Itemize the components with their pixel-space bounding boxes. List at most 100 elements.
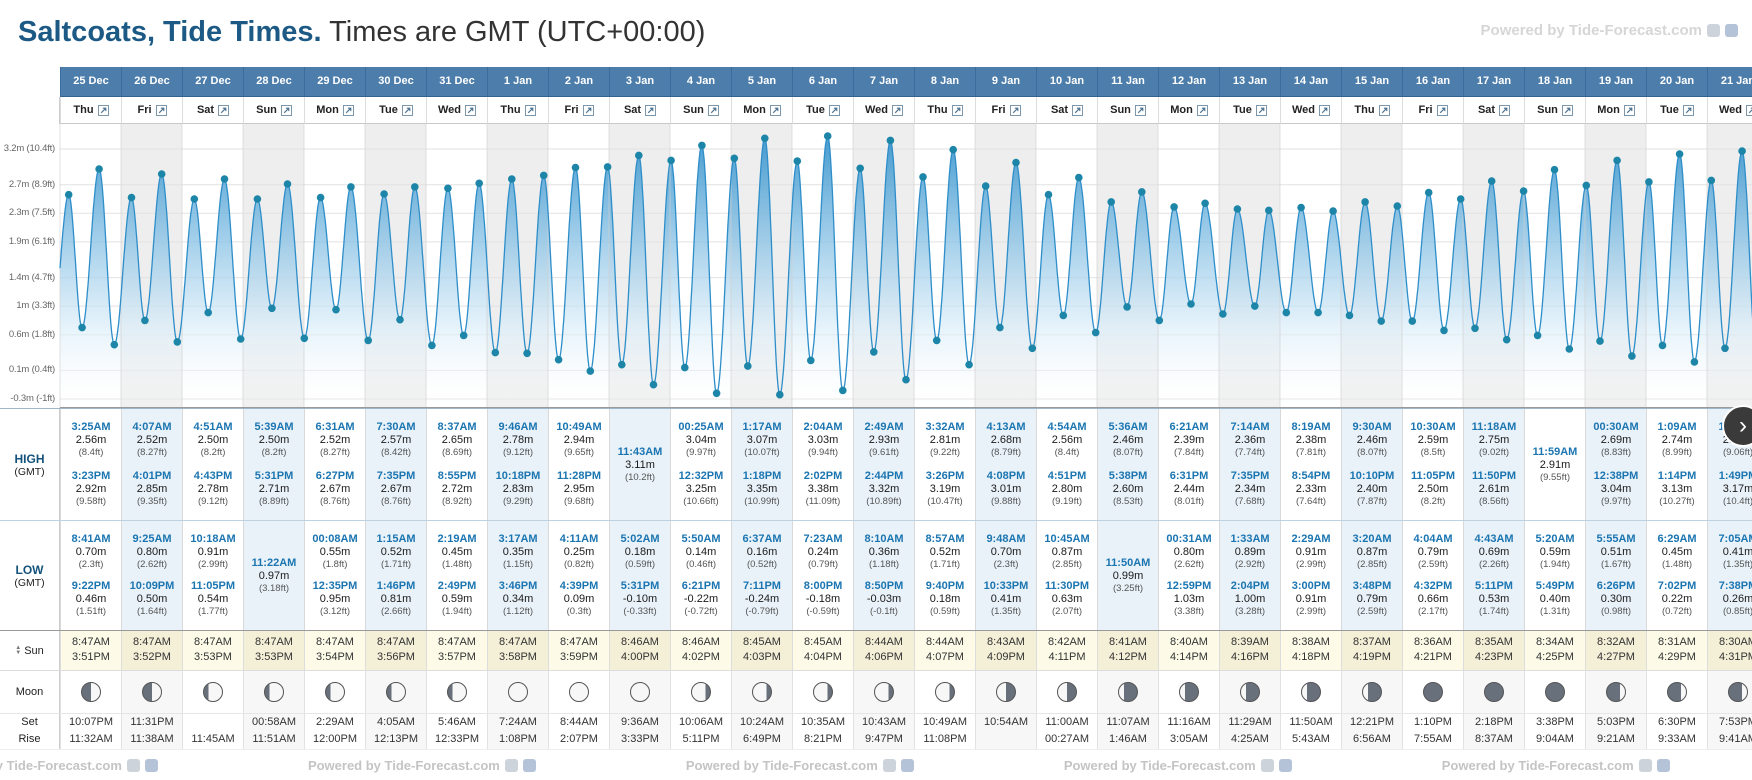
expand-day-icon[interactable]: [401, 104, 413, 116]
day-expand-cell[interactable]: Mon: [1158, 97, 1219, 124]
day-expand-cell[interactable]: Sun: [1097, 97, 1158, 124]
tide-time: 11:50AM: [1105, 556, 1151, 569]
page-title: Saltcoats, Tide Times. Times are GMT (UT…: [18, 16, 1752, 49]
sunset-time: 4:19PM: [1353, 651, 1391, 663]
day-expand-cell[interactable]: Wed: [853, 97, 914, 124]
tide-entry: 3:00PM 0.91m (2.99ft): [1281, 580, 1341, 618]
day-expand-cell[interactable]: Mon: [1585, 97, 1646, 124]
expand-day-icon[interactable]: [1378, 104, 1390, 116]
day-expand-cell[interactable]: Fri: [548, 97, 609, 124]
sun-row-toggle[interactable]: ▲ ▼ Sun: [0, 631, 60, 670]
expand-day-icon[interactable]: [892, 104, 904, 116]
tide-entry: 11:22AM 0.97m (3.18ft): [244, 557, 304, 595]
moon-phase-cell: [731, 671, 792, 713]
expand-day-icon[interactable]: [645, 104, 657, 116]
day-expand-cell[interactable]: Tue: [792, 97, 853, 124]
tide-time: 2:04AM: [803, 421, 843, 434]
expand-day-icon[interactable]: [1009, 104, 1021, 116]
low-tide-cell: 8:10AM 0.36m (1.18ft) 8:50PM -0.03m (-0.1ft): [853, 521, 914, 630]
day-expand-cell[interactable]: Sat: [1463, 97, 1524, 124]
day-expand-cell[interactable]: Sat: [1036, 97, 1097, 124]
tide-height-ft: (9.97ft): [685, 447, 717, 459]
day-expand-cell[interactable]: Thu: [914, 97, 975, 124]
tide-entry: 10:18AM 0.91m (2.99ft): [183, 533, 243, 571]
date-header-cell: 26 Dec: [121, 67, 182, 97]
day-expand-cell[interactable]: Sun: [1524, 97, 1585, 124]
tide-time: 4:13AM: [986, 421, 1026, 434]
day-expand-cell[interactable]: Mon: [304, 97, 365, 124]
tide-height-ft: (9.88ft): [990, 495, 1022, 507]
expand-day-icon[interactable]: [524, 104, 536, 116]
day-expand-cell[interactable]: Wed: [1280, 97, 1341, 124]
moonset-time-cell: 10:43AM: [853, 714, 914, 731]
tide-height-ft: (10.99ft): [744, 495, 780, 507]
expand-day-icon[interactable]: [828, 104, 840, 116]
tide-entry: 7:35PM 2.34m (7.68ft): [1220, 470, 1280, 508]
tide-entry: 6:31PM 2.44m (8.01ft): [1159, 470, 1219, 508]
expand-day-icon[interactable]: [155, 104, 167, 116]
day-expand-cell[interactable]: Sat: [182, 97, 243, 124]
tide-entry: 5:20AM 0.59m (1.94ft): [1525, 533, 1585, 571]
day-expand-cell[interactable]: Fri: [121, 97, 182, 124]
scroll-next-button[interactable]: ›: [1722, 405, 1752, 447]
day-of-week-label: Sun: [256, 104, 277, 116]
tide-time: 4:04AM: [1413, 532, 1453, 545]
tide-entry: 10:33PM 0.41m (1.35ft): [976, 580, 1036, 618]
day-expand-cell[interactable]: Thu: [1341, 97, 1402, 124]
expand-day-icon[interactable]: [280, 104, 292, 116]
day-expand-cell[interactable]: Fri: [975, 97, 1036, 124]
day-expand-cell[interactable]: Sun: [670, 97, 731, 124]
day-expand-cell[interactable]: Fri: [1402, 97, 1463, 124]
expand-day-icon[interactable]: [951, 104, 963, 116]
expand-day-icon[interactable]: [1746, 104, 1752, 116]
tide-entry: 3:32AM 2.81m (9.22ft): [915, 421, 975, 459]
day-expand-cell[interactable]: Wed: [426, 97, 487, 124]
expand-day-icon[interactable]: [582, 104, 594, 116]
tide-entry: 4:08PM 3.01m (9.88ft): [976, 470, 1036, 508]
expand-day-icon[interactable]: [707, 104, 719, 116]
expand-day-icon[interactable]: [769, 104, 781, 116]
tide-height-m: 3.32m: [868, 482, 900, 495]
expand-day-icon[interactable]: [465, 104, 477, 116]
date-header-cell: 12 Jan: [1158, 67, 1219, 97]
tide-height-m: 0.95m: [319, 593, 351, 606]
tide-time: 10:10PM: [1349, 469, 1395, 482]
day-expand-cell[interactable]: Tue: [1646, 97, 1707, 124]
tide-entry: 2:02PM 3.38m (11.09ft): [793, 470, 853, 508]
expand-day-icon[interactable]: [1436, 104, 1448, 116]
day-expand-cell[interactable]: Thu: [487, 97, 548, 124]
day-expand-cell[interactable]: Thu: [60, 97, 121, 124]
tide-height-ft: (-0.79ft): [745, 606, 779, 618]
tide-time: 7:02PM: [1657, 580, 1697, 593]
expand-day-icon[interactable]: [1499, 104, 1511, 116]
expand-day-icon[interactable]: [1134, 104, 1146, 116]
day-expand-cell[interactable]: Mon: [731, 97, 792, 124]
tide-height-ft: (8.79ft): [990, 447, 1022, 459]
day-expand-cell[interactable]: Sat: [609, 97, 670, 124]
expand-day-icon[interactable]: [342, 104, 354, 116]
tide-height-m: 2.67m: [380, 482, 412, 495]
tide-height-m: 0.80m: [136, 545, 168, 558]
tide-height-ft: (8.4ft): [1054, 447, 1080, 459]
tide-time: 3:23PM: [71, 469, 111, 482]
day-expand-cell[interactable]: Tue: [1219, 97, 1280, 124]
expand-day-icon[interactable]: [1682, 104, 1694, 116]
low-tide-cell: 6:29AM 0.45m (1.48ft) 7:02PM 0.22m (0.72ft): [1646, 521, 1707, 630]
expand-day-icon[interactable]: [1561, 104, 1573, 116]
day-expand-cell[interactable]: Tue: [365, 97, 426, 124]
expand-day-icon[interactable]: [1072, 104, 1084, 116]
tide-entry: 00:08AM 0.55m (1.8ft): [305, 533, 365, 571]
tide-height-ft: (8.4ft): [78, 447, 104, 459]
expand-day-icon[interactable]: [1196, 104, 1208, 116]
y-axis-label: 1.9m (6.1ft): [8, 235, 55, 247]
expand-day-icon[interactable]: [97, 104, 109, 116]
expand-day-icon[interactable]: [1623, 104, 1635, 116]
expand-day-icon[interactable]: [218, 104, 230, 116]
day-expand-cell[interactable]: Sun: [243, 97, 304, 124]
expand-day-icon[interactable]: [1255, 104, 1267, 116]
tide-height-ft: (0.59ft): [624, 558, 656, 570]
watermark-text: Powered by Tide-Forecast.com: [1480, 22, 1702, 39]
expand-day-icon[interactable]: [1319, 104, 1331, 116]
tide-time: 12:32PM: [678, 469, 724, 482]
day-expand-cell[interactable]: Wed: [1707, 97, 1752, 124]
